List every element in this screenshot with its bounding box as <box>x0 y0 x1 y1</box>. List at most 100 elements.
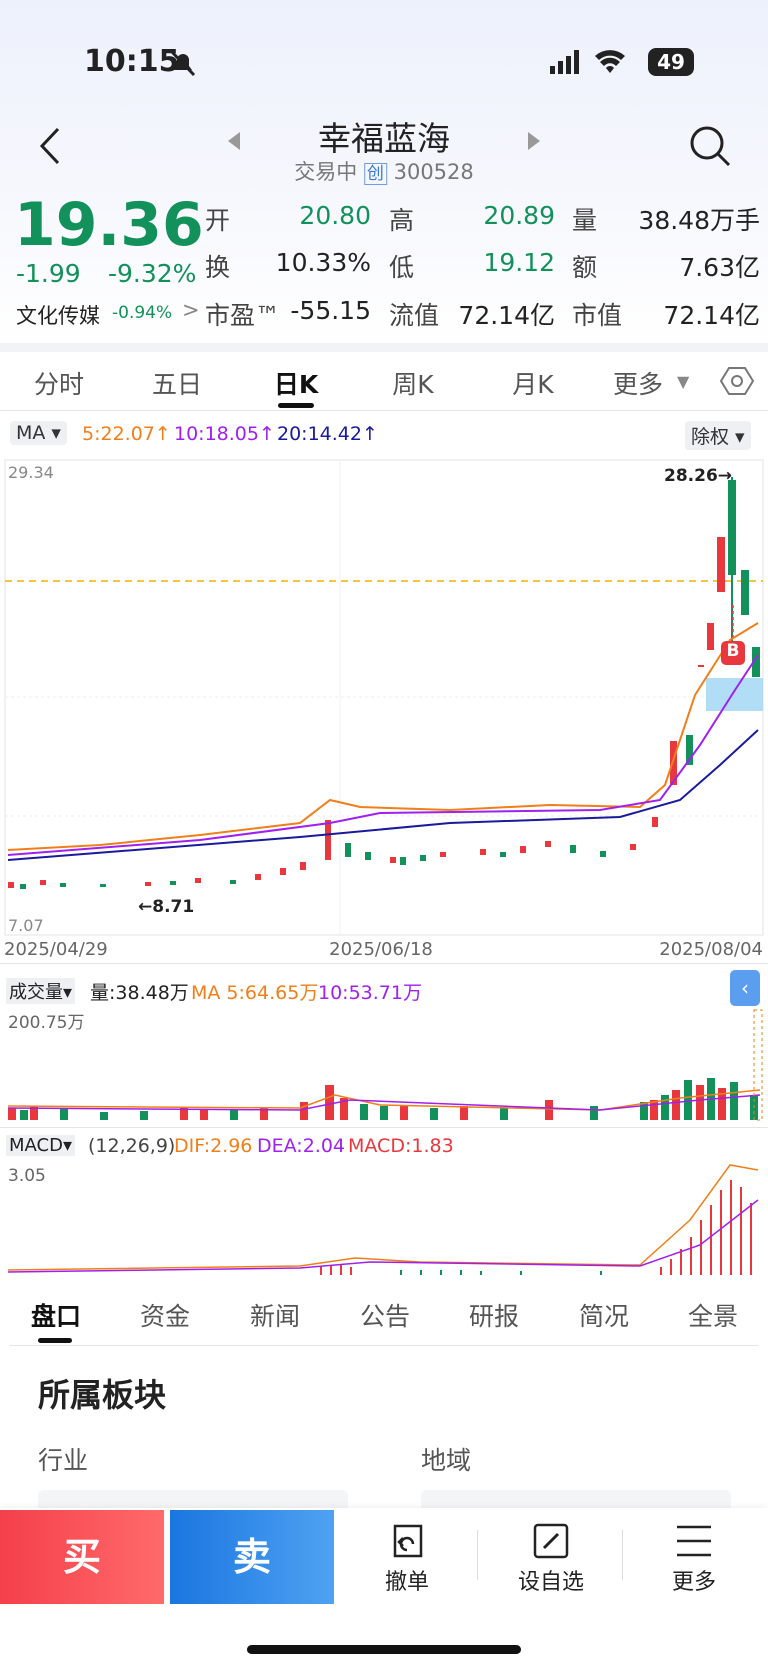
volume-label: 成交量 <box>9 982 63 1003</box>
field-value: 7.63亿 <box>679 253 760 282</box>
field-label: 高 <box>389 206 415 235</box>
sell-button[interactable]: 卖 <box>170 1510 334 1604</box>
tab[interactable]: 周K <box>392 370 434 399</box>
min-value: 8.71 <box>152 897 195 917</box>
field-value: 10.33% <box>275 248 371 277</box>
signal-wifi <box>550 50 625 74</box>
indicator-select[interactable]: MA ▾ <box>10 421 67 445</box>
field-label: 市盈™ <box>205 301 281 330</box>
dea-line <box>7 1199 759 1273</box>
adjust-select[interactable]: 除权 ▾ <box>685 421 751 450</box>
field-value: 19.12 <box>483 248 555 277</box>
volume-select[interactable]: 成交量▾ <box>6 978 76 1004</box>
tab[interactable]: 新闻 <box>249 1302 301 1331</box>
trade-status: 交易中 <box>294 160 358 184</box>
section-title: 所属板块 <box>38 1376 167 1414</box>
ma5: 5:22.07↑ <box>82 423 171 445</box>
buy-button[interactable]: 买 <box>0 1510 164 1604</box>
stock-code: 300528 <box>393 160 474 184</box>
tab[interactable]: 全景 <box>687 1302 739 1331</box>
tab[interactable]: 公告 <box>359 1302 411 1331</box>
tab-underline <box>278 403 314 408</box>
macd-select[interactable]: MACD▾ <box>6 1135 76 1156</box>
stock-name: 幸福蓝海 <box>318 119 450 158</box>
more-button[interactable]: 更多 <box>671 1570 717 1595</box>
divider <box>622 1530 623 1580</box>
divider <box>0 963 768 964</box>
tab[interactable]: 分时 <box>33 370 85 399</box>
min-marker: ←8.71 <box>138 897 195 917</box>
tab-underline <box>38 1338 72 1343</box>
signal-text: B <box>726 641 740 661</box>
prev-stock[interactable] <box>226 130 242 152</box>
macd-label: MACD <box>9 1135 63 1156</box>
sector-arrow[interactable]: > <box>182 298 200 322</box>
macd-down <box>400 1270 602 1275</box>
tab-active[interactable]: 日K <box>273 370 319 399</box>
high-label: 29.34 <box>8 463 54 482</box>
zone <box>706 678 763 711</box>
change-pct: -9.32% <box>108 259 197 288</box>
cancel-button[interactable]: 撤单 <box>384 1570 430 1595</box>
max-marker: 28.26→ <box>664 466 733 486</box>
ma10: 10:18.05↑ <box>174 423 275 445</box>
candles-up <box>8 537 725 888</box>
volume-chart <box>7 1009 763 1121</box>
indicator: MA <box>16 422 46 444</box>
tab[interactable]: 资金 <box>139 1302 191 1331</box>
volume-max: 200.75万 <box>8 1013 85 1033</box>
dif: DIF:2.96 <box>174 1135 253 1157</box>
ma10-line <box>7 654 759 856</box>
sector: 文化传媒 <box>16 304 100 328</box>
date-label: 2025/08/04 <box>659 939 763 960</box>
macd-max: 3.05 <box>8 1166 46 1186</box>
field-value: 72.14亿 <box>663 301 760 330</box>
price: 19.36 <box>14 190 204 260</box>
macd-params: (12,26,9) <box>88 1135 176 1157</box>
ma-value: 10:18.05 <box>174 423 259 445</box>
low-label: 7.07 <box>8 916 44 935</box>
tab[interactable]: 月K <box>512 370 554 399</box>
volume-value: 量:38.48万 <box>90 982 189 1004</box>
collapse-button[interactable]: ‹ <box>730 970 760 1006</box>
macd-chart <box>7 1164 759 1275</box>
field-value: -55.15 <box>290 296 371 325</box>
signal-badge <box>721 641 745 665</box>
next-stock[interactable] <box>526 130 542 152</box>
date-label: 2025/06/18 <box>329 939 433 960</box>
ma5-line <box>7 622 759 851</box>
clock: 10:15 <box>84 44 180 79</box>
ma-value: 5:22.07 <box>82 423 155 445</box>
tab[interactable]: 研报 <box>468 1302 520 1331</box>
home-indicator <box>247 1645 521 1654</box>
divider <box>10 1345 758 1346</box>
more-caret: ▼ <box>677 372 690 391</box>
ma20: 20:14.42↑ <box>277 423 378 445</box>
highlight <box>753 1009 763 1121</box>
date-label: 2025/04/29 <box>4 939 108 960</box>
tab[interactable]: 五日 <box>151 370 203 399</box>
field-value: 38.48万手 <box>638 206 760 235</box>
vol-ma5-line <box>7 1089 761 1111</box>
tab[interactable]: 简况 <box>578 1302 630 1331</box>
field-label: 低 <box>389 253 415 282</box>
back-button[interactable] <box>36 125 66 167</box>
field-value: 72.14亿 <box>458 301 555 330</box>
settings-icon[interactable] <box>720 366 754 396</box>
volume-ma5: MA 5:64.65万 <box>191 982 319 1004</box>
mute-icon <box>170 50 196 77</box>
max-value: 28.26 <box>664 466 718 486</box>
field-value: 20.80 <box>299 201 371 230</box>
tab[interactable]: 更多 <box>612 370 664 399</box>
macd-value: MACD:1.83 <box>348 1135 454 1157</box>
watch-button[interactable]: 设自选 <box>517 1570 585 1595</box>
dif-line <box>7 1164 759 1271</box>
tab-active[interactable]: 盘口 <box>30 1302 82 1331</box>
field-label: 额 <box>572 253 598 282</box>
sector-pct: -0.94% <box>112 303 173 323</box>
menu-icon <box>677 1525 711 1557</box>
industry-label: 行业 <box>38 1446 89 1475</box>
field-value: 20.89 <box>483 201 555 230</box>
search-button[interactable] <box>688 124 732 168</box>
